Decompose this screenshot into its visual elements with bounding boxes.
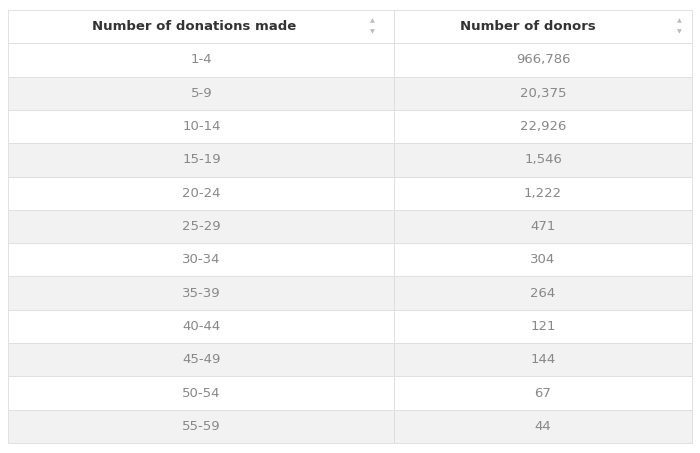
Bar [8, 243, 394, 276]
Text: 264: 264 [531, 287, 556, 299]
Bar [394, 343, 692, 376]
Text: 20,375: 20,375 [520, 87, 566, 100]
Bar [8, 410, 394, 443]
Text: 1-4: 1-4 [190, 53, 212, 67]
Text: ▼: ▼ [370, 29, 374, 34]
Bar [8, 43, 394, 77]
Text: 30-34: 30-34 [182, 253, 220, 266]
Text: 35-39: 35-39 [182, 287, 220, 299]
Bar [394, 276, 692, 310]
Text: 966,786: 966,786 [516, 53, 570, 67]
Bar [394, 77, 692, 110]
Text: 121: 121 [531, 320, 556, 333]
Text: 1,222: 1,222 [524, 187, 562, 200]
Text: 15-19: 15-19 [182, 154, 220, 166]
Bar [394, 410, 692, 443]
Bar [394, 10, 692, 43]
Text: 471: 471 [531, 220, 556, 233]
Bar [394, 177, 692, 210]
Text: Number of donors: Number of donors [461, 20, 596, 33]
Bar [394, 310, 692, 343]
Bar [394, 110, 692, 143]
Text: 22,926: 22,926 [520, 120, 566, 133]
Bar [394, 243, 692, 276]
Text: ▲: ▲ [677, 19, 681, 24]
Bar [8, 376, 394, 410]
Text: 1,546: 1,546 [524, 154, 562, 166]
Bar [8, 343, 394, 376]
Bar [394, 43, 692, 77]
Text: ▲: ▲ [370, 19, 374, 24]
Bar [8, 77, 394, 110]
Bar [394, 376, 692, 410]
Text: 44: 44 [535, 420, 552, 433]
Bar [8, 210, 394, 243]
Text: 55-59: 55-59 [182, 420, 220, 433]
Text: Number of donations made: Number of donations made [92, 20, 296, 33]
Text: 304: 304 [531, 253, 556, 266]
Bar [394, 210, 692, 243]
Text: 20-24: 20-24 [182, 187, 220, 200]
Text: 50-54: 50-54 [182, 386, 220, 400]
Text: ▼: ▼ [677, 29, 681, 34]
Text: 144: 144 [531, 353, 556, 366]
Bar [8, 110, 394, 143]
Bar [394, 143, 692, 177]
Bar [8, 177, 394, 210]
Text: 45-49: 45-49 [182, 353, 220, 366]
Text: 40-44: 40-44 [182, 320, 220, 333]
Bar [8, 10, 394, 43]
Text: 25-29: 25-29 [182, 220, 220, 233]
Text: 67: 67 [535, 386, 552, 400]
Bar [8, 276, 394, 310]
Bar [8, 143, 394, 177]
Text: 5-9: 5-9 [190, 87, 212, 100]
Text: 10-14: 10-14 [182, 120, 220, 133]
Bar [8, 310, 394, 343]
